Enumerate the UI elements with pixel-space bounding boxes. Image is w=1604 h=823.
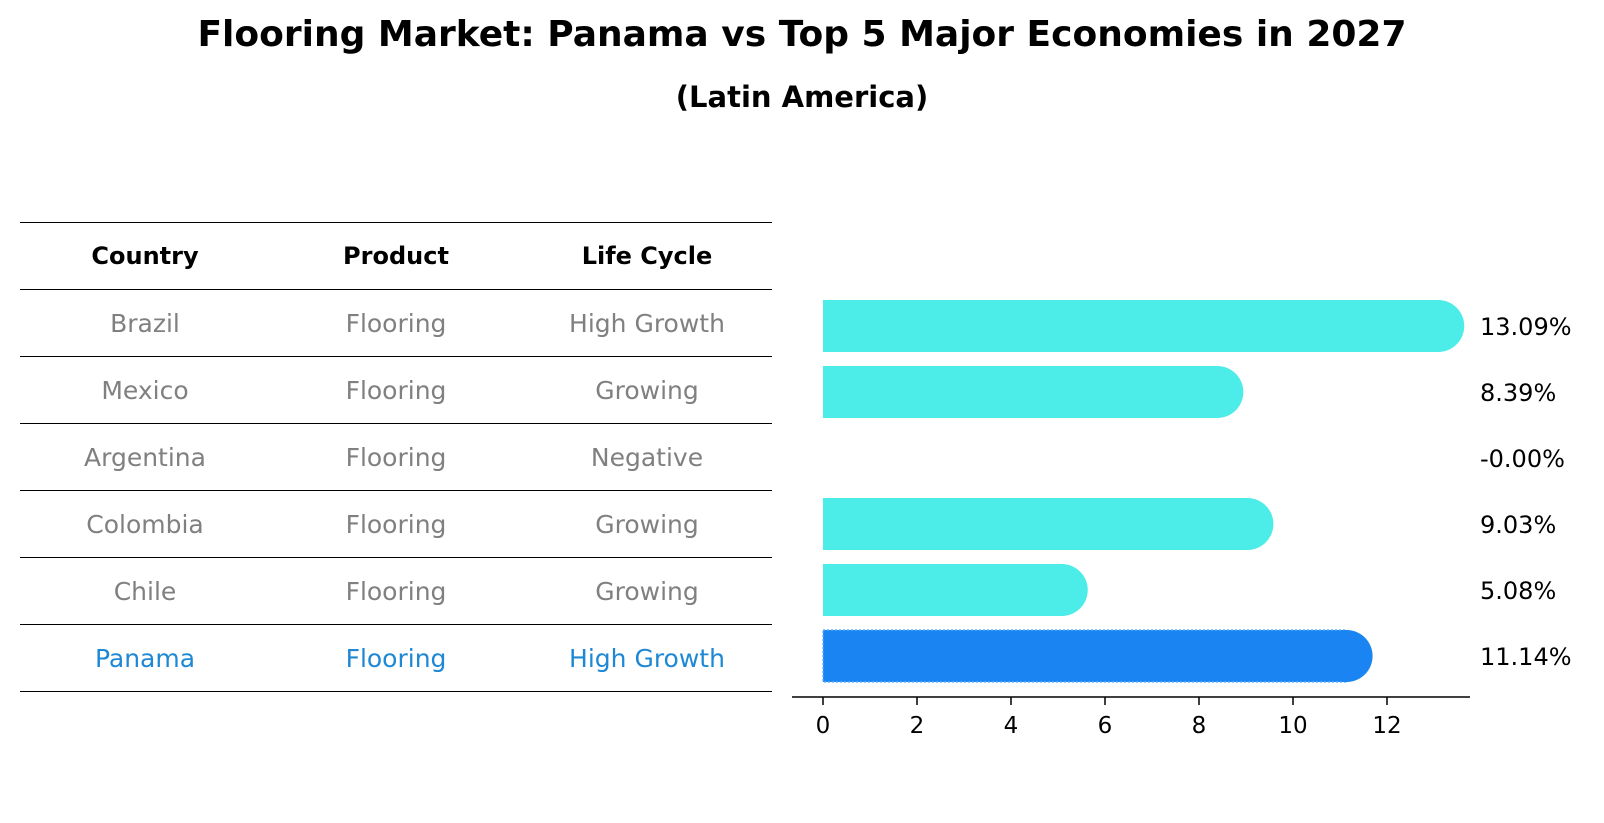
value-label: 11.14%	[1480, 643, 1572, 671]
cell-product: Flooring	[345, 375, 447, 405]
bar-chile	[823, 564, 1088, 616]
cell-product: Flooring	[345, 308, 447, 338]
value-label: -0.00%	[1480, 445, 1565, 473]
header-life-cycle: Life Cycle	[581, 242, 713, 270]
table-header-row: Country Product Life Cycle	[20, 222, 772, 289]
cell-product: Flooring	[345, 509, 447, 539]
cell-life-cycle: High Growth	[569, 643, 725, 673]
x-tick-label: 6	[1098, 713, 1113, 739]
value-label: 13.09%	[1480, 313, 1572, 341]
value-label: 5.08%	[1480, 577, 1556, 605]
chart-title: Flooring Market: Panama vs Top 5 Major E…	[197, 14, 1407, 55]
bar-mexico	[823, 366, 1244, 418]
cell-product: Flooring	[345, 442, 447, 472]
table-row: Argentina Flooring Negative	[20, 423, 772, 490]
cell-country: Brazil	[110, 308, 180, 338]
cell-life-cycle: Negative	[590, 442, 704, 472]
cell-product: Flooring	[345, 643, 447, 673]
market-table: Country Product Life Cycle Brazil Floori…	[20, 222, 772, 692]
cell-country: Mexico	[101, 375, 189, 405]
x-tick-label: 2	[910, 713, 925, 739]
x-tick-label: 4	[1004, 713, 1019, 739]
cell-life-cycle: Growing	[595, 375, 699, 405]
cell-country: Argentina	[84, 442, 206, 472]
cell-life-cycle: Growing	[595, 509, 699, 539]
bar-colombia	[823, 498, 1274, 550]
cell-life-cycle: Growing	[595, 576, 699, 606]
cell-country: Panama	[94, 643, 196, 673]
table-row: Mexico Flooring Growing	[20, 356, 772, 423]
x-tick-label: 0	[816, 713, 831, 739]
table-row-highlight: Panama Flooring High Growth	[20, 624, 772, 692]
value-label: 9.03%	[1480, 511, 1556, 539]
x-tick-label: 12	[1372, 713, 1401, 739]
x-tick-label: 10	[1278, 713, 1307, 739]
cell-product: Flooring	[345, 576, 447, 606]
table-row: Brazil Flooring High Growth	[20, 289, 772, 356]
table-row: Chile Flooring Growing	[20, 557, 772, 624]
bar-brazil	[823, 300, 1465, 352]
cell-country: Chile	[113, 576, 177, 606]
header-product: Product	[343, 242, 449, 270]
x-tick-label: 8	[1192, 713, 1207, 739]
value-label: 8.39%	[1480, 379, 1556, 407]
bar-panama	[822, 629, 1373, 683]
chart-subtitle: (Latin America)	[675, 80, 929, 114]
table-row: Colombia Flooring Growing	[20, 490, 772, 557]
cell-life-cycle: High Growth	[569, 308, 725, 338]
cell-country: Colombia	[86, 509, 204, 539]
header-country: Country	[91, 242, 199, 270]
